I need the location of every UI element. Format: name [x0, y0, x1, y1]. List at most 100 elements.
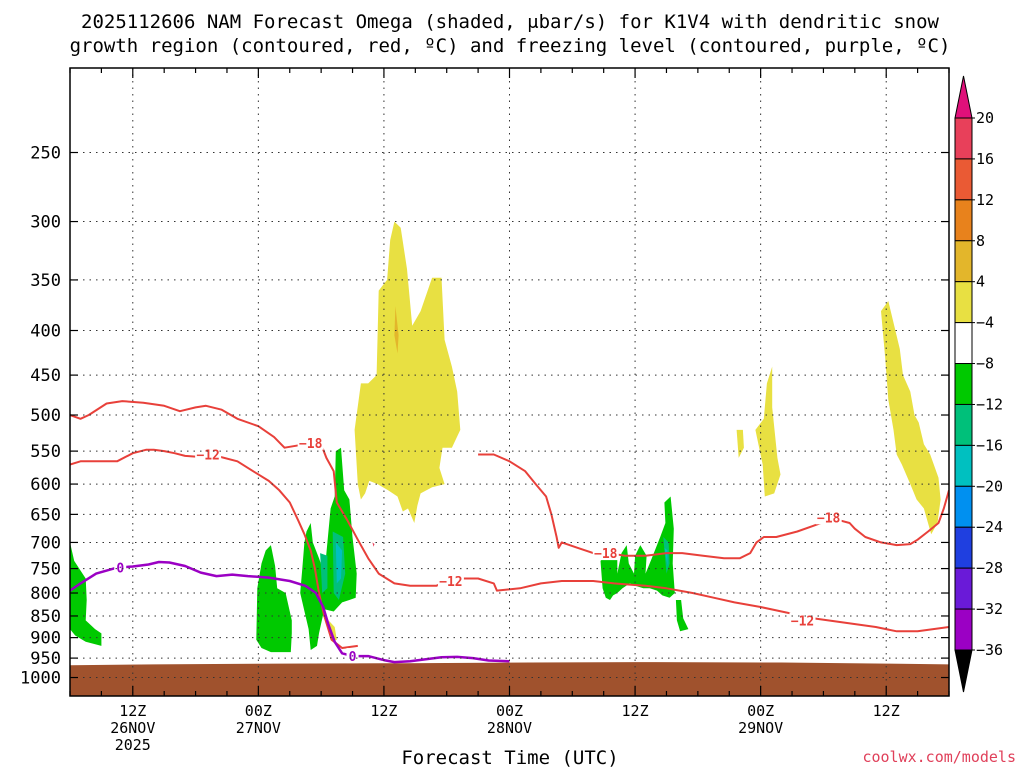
colorbar-bottom-arrow: [954, 649, 973, 693]
red-contour-2: [478, 453, 949, 560]
colorbar-swatch-11: [954, 567, 973, 610]
red-label-bg-5: [815, 509, 842, 525]
x-tick-label-1-1: 27NOV: [236, 719, 281, 737]
y-tick-label-350: 350: [30, 271, 61, 291]
x-tick-label-3-0: 00Z: [496, 702, 523, 720]
colorbar-swatch-12: [954, 608, 973, 651]
plot-frame: [69, 67, 950, 697]
colorbar-label-10: −24: [976, 518, 1003, 536]
x-tick-label-6-0: 12Z: [873, 702, 900, 720]
chart-title-line1: 2025112606 NAM Forecast Omega (shaded, μ…: [81, 11, 939, 33]
y-tick-label-250: 250: [30, 144, 61, 164]
colorbar: 20 16 12 8 4 −4 −8 −12 −16 −20 −24 −28 −32 −36: [954, 75, 1003, 693]
x-axis-title: Forecast Time (UTC): [401, 747, 618, 768]
y-tick-label-550: 550: [30, 442, 61, 462]
omega-region-6: [70, 542, 102, 646]
omega-region-7: [256, 545, 292, 653]
omega-region-4: [881, 301, 941, 535]
y-tick-label-750: 750: [30, 560, 61, 580]
y-tick-label-850: 850: [30, 607, 61, 627]
colorbar-swatch-9: [954, 485, 973, 528]
purple-label-bg-1: [346, 648, 359, 664]
colorbar-label-4: 4: [976, 273, 985, 291]
x-tick-label-1-0: 00Z: [245, 702, 272, 720]
omega-region-9: [320, 553, 328, 593]
y-tick-label-950: 950: [30, 649, 61, 669]
red-contour-label-0: −18: [299, 437, 323, 452]
red-contour-1: [70, 448, 358, 649]
x-tick-label-0-0: 12Z: [119, 702, 146, 720]
colorbar-swatch-5: [954, 322, 973, 365]
y-tick-label-650: 650: [30, 505, 61, 525]
axes: 2503003504004505005506006507007508008509…: [20, 68, 950, 754]
y-tick-label-700: 700: [30, 533, 61, 553]
red-label-bg-4: [789, 612, 816, 628]
y-tick-label-800: 800: [30, 584, 61, 604]
colorbar-label-7: −12: [976, 395, 1003, 413]
omega-region-16: [372, 542, 375, 547]
omega-region-8: [300, 447, 357, 650]
credit-text: coolwx.com/models: [862, 748, 1016, 766]
colorbar-top-arrow: [954, 75, 973, 119]
x-tick-label-5-1: 29NOV: [738, 719, 783, 737]
red-contour-label-3: −18: [594, 547, 618, 562]
colorbar-swatch-8: [954, 444, 973, 487]
purple-contour-label-1: 0: [349, 650, 357, 665]
colorbar-label-9: −20: [976, 477, 1003, 495]
colorbar-swatch-3: [954, 240, 973, 283]
x-tick-label-4-0: 12Z: [622, 702, 649, 720]
purple-contour-label-0: 0: [116, 562, 124, 577]
x-tick-label-5-0: 00Z: [747, 702, 774, 720]
x-tick-label-3-1: 28NOV: [487, 719, 532, 737]
freezing-level-contour: [70, 560, 510, 664]
colorbar-swatch-2: [954, 199, 973, 242]
y-tick-label-600: 600: [30, 475, 61, 495]
y-tick-label-450: 450: [30, 366, 61, 386]
colorbar-label-8: −16: [976, 436, 1003, 454]
colorbar-swatch-7: [954, 403, 973, 446]
colorbar-label-3: 8: [976, 232, 985, 250]
colorbar-label-0: 20: [976, 109, 994, 127]
x-tick-label-0-2: 2025: [115, 736, 151, 754]
colorbar-swatch-6: [954, 363, 973, 405]
red-label-bg-0: [297, 434, 324, 450]
x-tick-label-2-0: 12Z: [370, 702, 397, 720]
red-contour-label-2: −12: [439, 575, 462, 590]
red-label-bg-1: [195, 446, 222, 462]
colorbar-label-12: −32: [976, 600, 1003, 618]
colorbar-label-5: −4: [976, 314, 994, 332]
red-contour-label-1: −12: [196, 449, 219, 464]
y-tick-label-1000: 1000: [20, 669, 61, 689]
colorbar-swatch-10: [954, 526, 973, 569]
y-tick-label-300: 300: [30, 213, 61, 233]
omega-region-1: [394, 306, 399, 354]
colorbar-label-13: −36: [976, 641, 1003, 659]
red-contour-label-5: −18: [817, 511, 841, 526]
omega-region-0: [354, 221, 461, 523]
colorbar-label-1: 16: [976, 150, 994, 168]
omega-region-12: [600, 496, 675, 600]
colorbar-swatch-0: [954, 117, 973, 160]
colorbar-swatch-1: [954, 158, 973, 201]
plot-area: −18 −12 −12 −18 −12 −18 0 0: [70, 221, 949, 696]
colorbar-label-11: −28: [976, 559, 1003, 577]
omega-region-11: [335, 542, 343, 584]
red-contour-label-4: −12: [791, 614, 814, 629]
omega-region-3: [736, 429, 744, 458]
omega-region-5: [328, 620, 337, 642]
omega-region-2: [755, 366, 781, 497]
purple-label-bg-0: [114, 559, 127, 575]
y-tick-label-900: 900: [30, 629, 61, 649]
y-tick-label-400: 400: [30, 322, 61, 342]
colorbar-label-6: −8: [976, 355, 994, 373]
red-label-bg-2: [437, 572, 464, 588]
chart-title-line2: growth region (contoured, red, ºC) and f…: [70, 35, 951, 57]
x-tick-label-0-1: 26NOV: [110, 719, 155, 737]
colorbar-label-2: 12: [976, 191, 994, 209]
gridlines: [70, 68, 949, 696]
y-tick-label-500: 500: [30, 406, 61, 426]
colorbar-swatch-4: [954, 281, 973, 324]
red-contour-0: [70, 400, 949, 633]
red-label-bg-3: [592, 545, 619, 561]
